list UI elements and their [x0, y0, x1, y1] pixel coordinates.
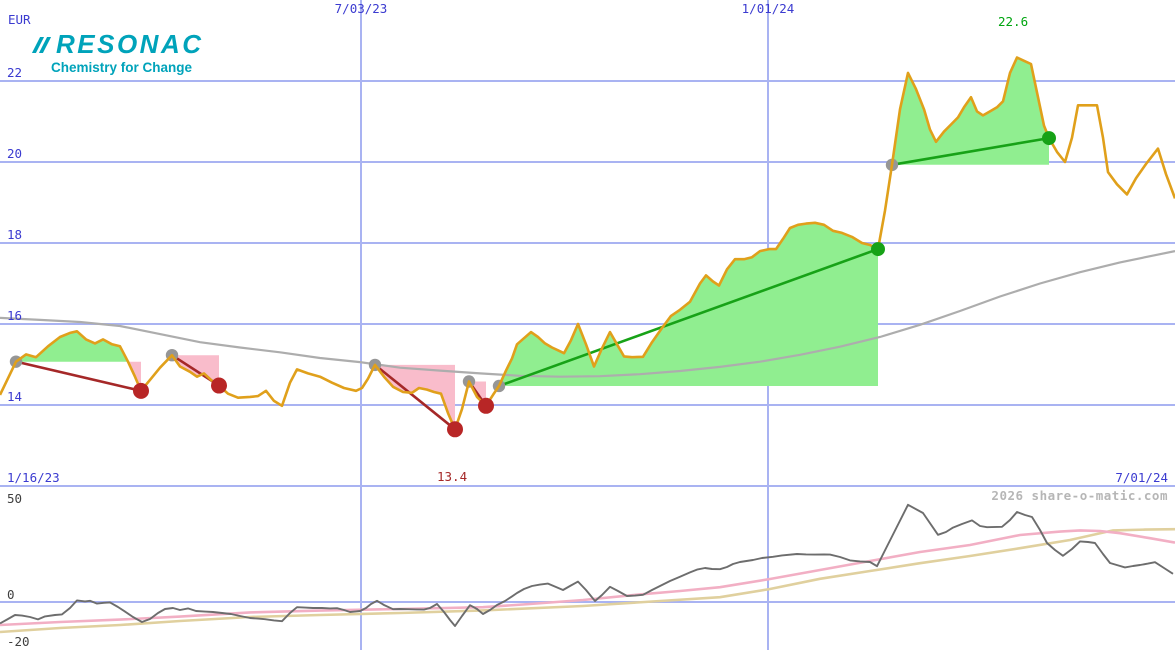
- logo-row: RESONAC: [31, 29, 204, 59]
- watermark: 2026 share-o-matic.com: [991, 488, 1168, 503]
- sub-y-label: 50: [7, 491, 23, 506]
- sub-y-label: 0: [7, 587, 15, 602]
- currency-label: EUR: [8, 12, 31, 27]
- date-label: 1/16/23: [7, 470, 60, 485]
- date-label: 7/01/24: [1115, 470, 1168, 485]
- logo-tagline: Chemistry for Change: [51, 60, 193, 75]
- y-tick-label: 18: [7, 227, 23, 242]
- y-tick-label: 20: [7, 146, 23, 161]
- y-tick-label: 14: [7, 389, 23, 404]
- logo-wordmark: RESONAC: [56, 29, 204, 59]
- y-tick-label: 22: [7, 65, 23, 80]
- sub-y-label: -20: [7, 634, 30, 649]
- date-label: 7/03/23: [334, 1, 388, 16]
- high-annotation: 22.6: [998, 14, 1029, 29]
- y-tick-label: 16: [7, 308, 23, 323]
- resonac-logo: RESONAC Chemistry for Change: [31, 29, 204, 75]
- logo-slash-icon: [31, 37, 51, 53]
- date-label: 1/01/24: [741, 1, 795, 16]
- low-annotation: 13.4: [437, 469, 468, 484]
